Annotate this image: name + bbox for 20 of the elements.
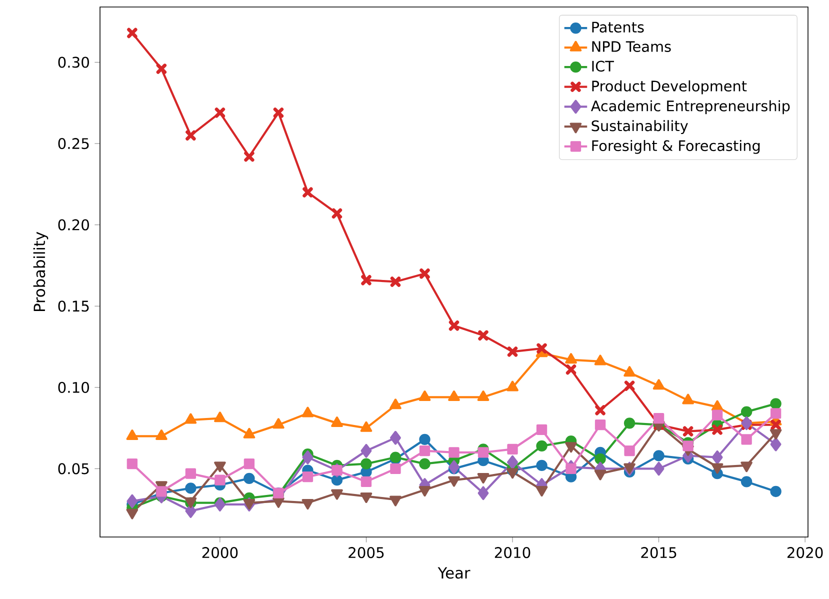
x-tick-label: 2000 — [202, 547, 238, 558]
x-tick-label: 2015 — [641, 547, 676, 558]
legend-label: Academic Entrepreneurship — [590, 100, 790, 114]
y-tick-label: 0.15 — [58, 300, 89, 312]
legend-label: Product Development — [592, 80, 747, 94]
legend-label: Patents — [592, 22, 644, 33]
y-axis-title: Probability — [33, 232, 48, 312]
y-tick-label: 0.25 — [58, 138, 89, 150]
x-axis-title: Year — [438, 567, 470, 579]
y-tick-label: 0.30 — [58, 56, 89, 68]
legend-label: ICT — [592, 60, 614, 72]
y-tick-label: 0.20 — [58, 219, 89, 230]
x-tick-label: 2020 — [787, 547, 823, 558]
y-tick-label: 0.10 — [58, 382, 89, 393]
legend-label: Sustainability — [592, 120, 688, 134]
legend-label: Foresight & Forecasting — [592, 140, 760, 154]
x-tick-label: 2005 — [348, 547, 384, 558]
legend-label: NPD Teams — [592, 41, 671, 52]
y-tick-label: 0.05 — [58, 463, 89, 474]
x-tick-label: 2010 — [494, 547, 530, 558]
